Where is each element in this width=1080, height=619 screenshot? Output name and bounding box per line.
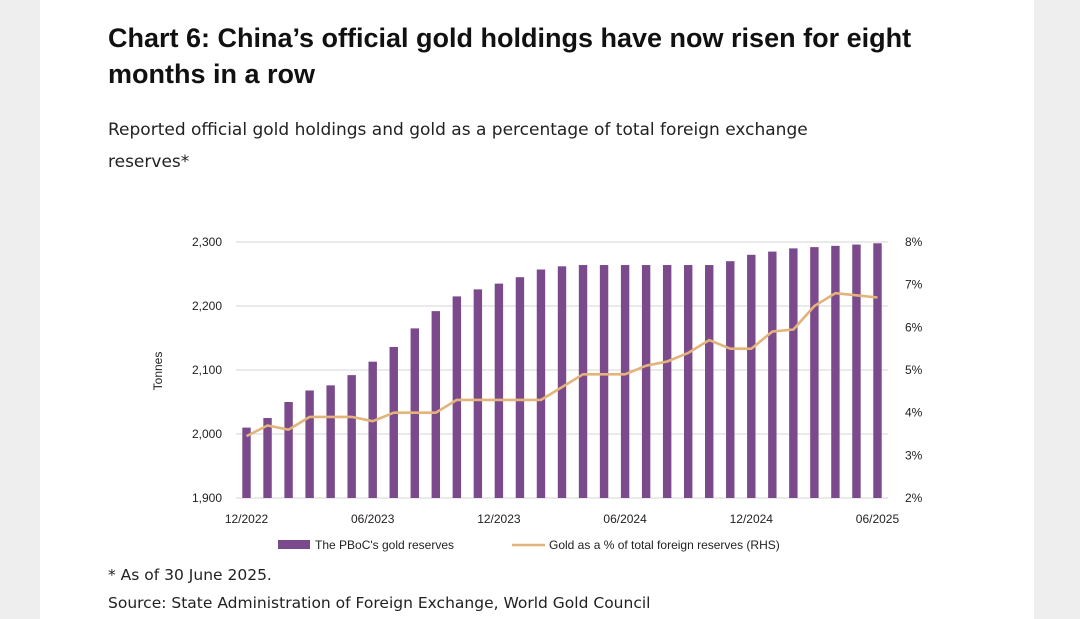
chart-title: Chart 6: China’s official gold holdings … [108,23,912,89]
x-tick-label: 06/2025 [856,512,900,526]
bar-series [242,243,882,498]
legend-line-label: Gold as a % of total foreign reserves (R… [549,538,780,552]
bar [831,245,840,498]
bar [326,385,335,498]
reserve-share-line [245,291,878,438]
bar [305,390,314,498]
bar [494,283,504,498]
legend-bar-swatch [278,540,310,549]
bar [873,243,882,498]
legend-bar-label: The PBoC's gold reserves [315,538,454,552]
legend: The PBoC's gold reserves Gold as a % of … [278,538,780,552]
y-right-tick-label: 3% [905,448,923,462]
bar [284,402,293,498]
bar [789,248,798,498]
y-axis-label: Tonnes [151,352,165,391]
footnote: * As of 30 June 2025. [108,566,272,584]
bar [747,254,756,498]
y-left-tick-label: 2,100 [192,363,222,377]
x-tick-label: 06/2024 [603,512,647,526]
x-tick-label: 06/2023 [351,512,395,526]
y-left-tick-label: 1,900 [192,491,222,505]
x-tick-label: 12/2022 [225,512,269,526]
bar [620,265,630,498]
bar [389,346,398,498]
y-right-tick-label: 2% [905,491,923,505]
y-right-tick-label: 4% [905,406,923,420]
bar [368,361,377,498]
bar [599,265,609,498]
y-left-tick-label: 2,000 [192,427,222,441]
x-axis: 12/2022 06/2023 12/2023 06/2024 12/2024 06/20… [225,512,900,526]
y-left-tick-label: 2,300 [192,235,222,249]
source-note: Source: State Administration of Foreign … [108,594,651,612]
bar [768,251,777,498]
bar [683,265,693,498]
left-axis: 1,900 2,000 2,100 2,200 2,300 [192,235,222,505]
bar [852,244,861,498]
bar [347,375,356,498]
gold-holdings-chart: 1,900 2,000 2,100 2,200 2,300 2% 3% 4% 5% 6% 7% 8%… [151,235,923,552]
bar [536,269,546,498]
bar [705,265,714,498]
bar [810,247,819,498]
bar [431,311,441,498]
right-axis: 2% 3% 4% 5% 6% 7% 8% [905,235,923,505]
bar [242,427,251,498]
y-left-tick-label: 2,200 [192,299,222,313]
bar [641,265,651,498]
x-tick-label: 12/2023 [477,512,521,526]
bar [726,261,735,498]
y-right-tick-label: 8% [905,235,923,249]
line-series [245,291,878,438]
y-right-tick-label: 5% [905,363,923,377]
bar [662,265,672,498]
bar [263,418,272,498]
bar [578,265,588,498]
y-right-tick-label: 6% [905,320,923,334]
bar [515,277,525,498]
chart-subtitle: Reported official gold holdings and gold… [108,120,808,172]
x-tick-label: 12/2024 [730,512,774,526]
bar [473,289,483,498]
y-right-tick-label: 7% [905,278,923,292]
bar [557,266,567,498]
bar [452,296,462,498]
